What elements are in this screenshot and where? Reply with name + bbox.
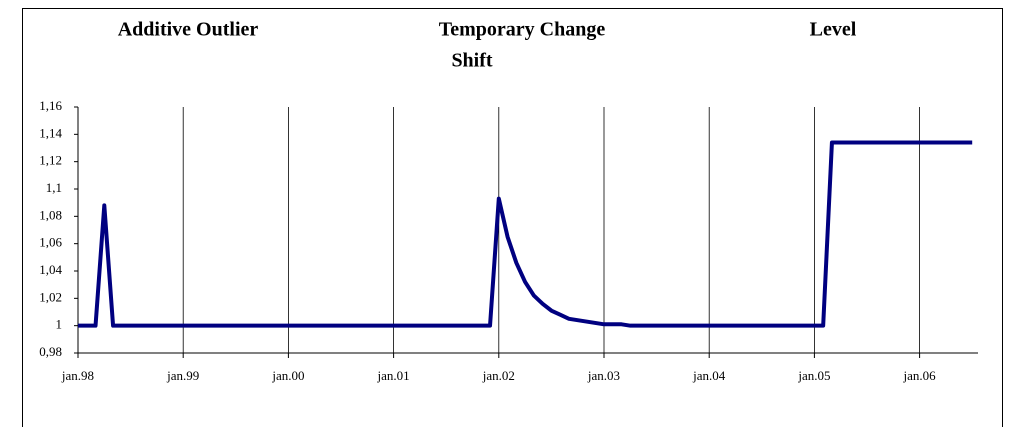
x-tick-label: jan.02 bbox=[482, 368, 515, 383]
y-tick-label: 1,04 bbox=[39, 262, 62, 277]
y-tick-label: 1,08 bbox=[39, 207, 62, 222]
y-tick-label: 1 bbox=[56, 317, 63, 332]
x-tick-label: jan.98 bbox=[61, 368, 94, 383]
x-tick-label: jan.06 bbox=[903, 368, 937, 383]
x-tick-label: jan.00 bbox=[271, 368, 304, 383]
x-tick-label: jan.04 bbox=[692, 368, 726, 383]
y-tick-label: 1,16 bbox=[39, 98, 62, 113]
y-tick-label: 1,02 bbox=[39, 289, 62, 304]
x-tick-label: jan.03 bbox=[587, 368, 620, 383]
y-tick-label: 0,98 bbox=[39, 344, 62, 359]
annotation: Level bbox=[810, 19, 857, 41]
y-tick-label: 1,12 bbox=[39, 153, 62, 168]
x-tick-label: jan.05 bbox=[797, 368, 830, 383]
annotation: Additive Outlier bbox=[118, 19, 259, 41]
y-tick-label: 1,14 bbox=[39, 125, 62, 140]
y-tick-label: 1,06 bbox=[39, 235, 62, 250]
annotation: Temporary Change bbox=[439, 19, 606, 41]
chart-frame bbox=[22, 8, 1003, 427]
series-line bbox=[78, 140, 973, 328]
x-tick-label: jan.01 bbox=[377, 368, 410, 383]
annotation: Shift bbox=[451, 50, 492, 72]
x-tick-label: jan.99 bbox=[166, 368, 199, 383]
y-tick-label: 1,1 bbox=[46, 180, 62, 195]
